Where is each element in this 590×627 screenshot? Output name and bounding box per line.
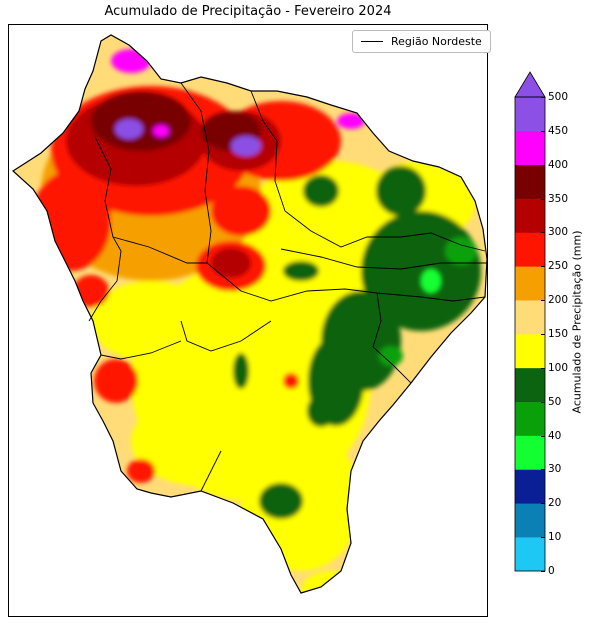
- field-green-c: [233, 353, 249, 389]
- border-pb-pe: [280, 248, 487, 270]
- border-pi-ce-west: [180, 82, 212, 264]
- state-borders: [88, 82, 487, 492]
- border-pb-north: [284, 210, 486, 252]
- colorbar-tick-label: 30: [548, 463, 562, 476]
- field-green-south: [259, 483, 303, 519]
- colorbar-tick-label: 100: [548, 361, 569, 374]
- field-yellow-tip: [301, 571, 361, 593]
- chart-title: Acumulado de Precipitação - Fevereiro 20…: [104, 4, 392, 19]
- colorbar-tick-mark: [541, 334, 545, 335]
- colorbar-tick-label: 300: [548, 226, 569, 239]
- colorbar-tick-mark: [541, 232, 545, 234]
- colorbar-segments: [515, 97, 545, 572]
- field-red-c: [283, 373, 299, 389]
- colorbar-tick-label: 40: [548, 429, 562, 442]
- colorbar-tick-label: 250: [548, 260, 569, 273]
- field-dark-red-center: [211, 248, 251, 278]
- colorbar-label: Acumulado de Precipitação (mm): [570, 230, 584, 414]
- colorbar-tick-mark: [541, 435, 545, 437]
- field-red-sw1: [94, 359, 138, 403]
- field-magenta-east: [337, 113, 365, 129]
- colorbar-tick-mark: [541, 130, 545, 132]
- colorbar-tick-mark: [541, 503, 545, 505]
- colorbar-segment: [515, 198, 545, 233]
- border-ba-to: [100, 340, 182, 360]
- field-purple-a: [115, 119, 143, 139]
- colorbar: [514, 71, 546, 572]
- field-green-ne: [376, 166, 426, 216]
- colorbar-tick-label: 20: [548, 497, 562, 510]
- colorbar-segment: [515, 401, 545, 436]
- colorbar-tick-label: 10: [548, 531, 562, 544]
- field-green-mid: [379, 346, 403, 366]
- border-ce-rn: [250, 90, 286, 212]
- border-ma-pi: [88, 136, 122, 322]
- colorbar-segment: [515, 435, 545, 470]
- colorbar-tick-label: 500: [548, 91, 569, 103]
- colorbar-extend-arrow: [514, 71, 546, 98]
- colorbar-segment: [515, 334, 545, 369]
- map-legend: Região Nordeste: [352, 30, 491, 53]
- colorbar-tick-label: 450: [548, 124, 569, 137]
- colorbar-segment: [515, 266, 545, 301]
- precipitation-map: [12, 34, 487, 594]
- colorbar-tick-mark: [541, 401, 545, 403]
- colorbar-tick-mark: [541, 300, 545, 302]
- colorbar-tick-mark: [541, 198, 545, 200]
- border-ba-mg: [200, 450, 222, 492]
- colorbar-tick-label: 50: [548, 395, 562, 408]
- colorbar-tick-label: 150: [548, 328, 569, 340]
- colorbar-segment: [515, 164, 545, 199]
- colorbar-tick-mark: [541, 469, 545, 471]
- field-green-ce: [303, 175, 339, 207]
- colorbar-tick-mark: [541, 367, 545, 369]
- colorbar-tick-mark: [541, 266, 545, 268]
- border-ba-pi: [180, 320, 272, 352]
- legend-line-swatch: [361, 41, 383, 42]
- colorbar-segment: [515, 97, 545, 132]
- field-magenta-c: [153, 125, 169, 137]
- field-yellow-southwest: [131, 396, 271, 486]
- colorbar-tick-mark: [541, 164, 545, 166]
- colorbar-segment: [515, 367, 545, 403]
- field-yellow-west: [91, 281, 211, 361]
- colorbar-tick-label: 400: [548, 158, 569, 171]
- colorbar-segment: [515, 130, 545, 166]
- field-maroon-north: [91, 91, 191, 151]
- field-green-light: [421, 269, 441, 293]
- colorbar-tick-mark: [541, 97, 545, 98]
- colorbar-tick-mark: [541, 537, 545, 539]
- legend-label: Região Nordeste: [391, 35, 482, 48]
- map-frame: [8, 24, 488, 617]
- colorbar-tick-label: 200: [548, 294, 569, 307]
- colorbar-segment: [515, 537, 545, 572]
- colorbar-segment: [515, 469, 545, 504]
- colorbar-tick-mark: [541, 571, 545, 572]
- border-pe-ba: [112, 236, 486, 302]
- field-red-sw2: [127, 459, 155, 483]
- border-al-se: [372, 292, 412, 384]
- colorbar-segment: [515, 300, 545, 335]
- field-purple-b: [231, 136, 261, 156]
- colorbar-tick-label: 350: [548, 192, 569, 205]
- field-magenta-top: [111, 49, 151, 73]
- field-green-mid2: [445, 237, 477, 265]
- field-green-pb: [283, 261, 319, 281]
- field-green-s2: [307, 395, 335, 427]
- field-red-center-north: [211, 186, 271, 236]
- colorbar-segment: [515, 232, 545, 267]
- colorbar-outline: [514, 96, 546, 572]
- colorbar-tick-label: 0: [548, 565, 555, 577]
- colorbar-segment: [515, 503, 545, 538]
- precipitation-field: [13, 35, 487, 593]
